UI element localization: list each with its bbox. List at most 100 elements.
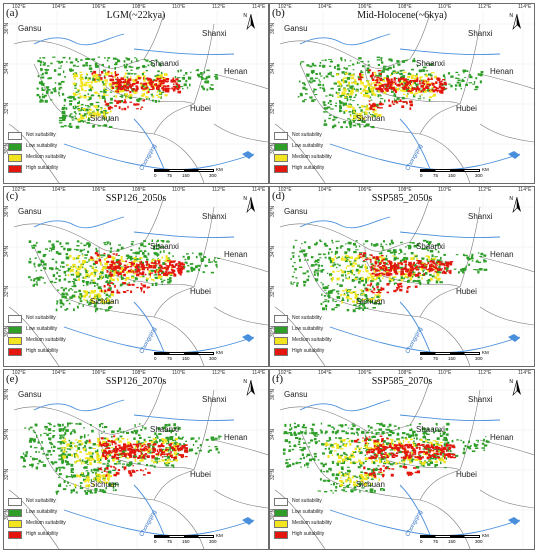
medium-suitability-patch [103,93,106,96]
low-suitability-patch [87,119,91,121]
river [33,33,125,46]
low-suitability-patch [67,281,71,283]
low-suitability-patch [326,286,329,289]
low-suitability-patch [82,447,85,450]
low-suitability-patch [284,423,287,427]
low-suitability-patch [108,309,110,312]
high-suitability-patch [147,445,150,447]
medium-suitability-patch [362,276,364,280]
medium-suitability-patch [140,458,144,462]
low-suitability-patch [37,264,41,267]
high-suitability-patch [107,447,110,449]
medium-suitability-patch [100,301,103,303]
low-suitability-patch [347,118,351,120]
province-boundary [153,469,195,501]
high-suitability-patch [99,443,101,446]
medium-suitability-patch [366,80,369,83]
legend-label: Low suitability [292,143,324,149]
low-suitability-patch [58,91,60,95]
low-suitability-patch [127,84,131,86]
low-suitability-patch [293,426,298,429]
low-suitability-patch [152,445,155,448]
medium-suitability-patch [376,277,378,280]
low-suitability-patch [415,83,419,86]
medium-suitability-patch [97,441,100,443]
high-suitability-patch [145,263,149,266]
low-suitability-patch [342,461,345,464]
low-suitability-patch [349,289,352,291]
longitude-label: 106°E [92,4,106,10]
high-suitability-patch [143,447,147,449]
low-suitability-patch [325,107,329,110]
high-suitability-patch [141,445,144,447]
low-suitability-patch [186,253,189,255]
medium-suitability-patch [345,105,349,107]
high-suitability-patch [419,80,421,83]
low-suitability-patch [99,424,101,428]
low-suitability-patch [70,474,73,476]
low-suitability-patch [364,301,368,303]
high-suitability-patch [110,290,115,294]
low-suitability-patch [84,254,88,256]
low-suitability-patch [326,111,328,113]
low-suitability-patch [313,99,317,101]
low-suitability-patch [87,472,90,475]
high-suitability-patch [140,264,143,267]
low-suitability-patch [202,271,205,274]
high-suitability-patch [140,260,142,263]
high-suitability-patch [171,457,175,459]
low-suitability-patch [129,257,133,261]
low-suitability-patch [58,466,62,469]
medium-suitability-patch [416,257,418,261]
province-label: Shanxi [468,29,493,38]
low-suitability-patch [437,243,441,246]
low-suitability-patch [336,296,341,299]
low-suitability-patch [131,241,134,243]
river [399,231,501,238]
low-suitability-patch [100,288,102,290]
low-suitability-patch [63,480,66,483]
low-suitability-patch [369,96,372,99]
medium-suitability-patch [340,269,343,271]
high-suitability-patch [391,86,395,89]
high-suitability-patch [402,273,405,275]
low-suitability-patch [314,94,318,96]
low-suitability-patch [126,257,128,260]
river [299,399,391,412]
medium-suitability-patch [119,90,123,93]
high-suitability-patch [177,264,182,267]
high-suitability-patch [390,78,393,81]
low-suitability-patch [408,435,411,438]
low-suitability-patch [352,124,357,127]
medium-suitability-patch [403,273,408,276]
medium-suitability-patch [112,259,115,261]
low-suitability-patch [143,59,146,61]
high-suitability-patch [404,266,407,269]
low-suitability-patch [74,455,76,458]
high-suitability-patch [178,270,183,274]
high-suitability-patch [165,270,168,274]
panel-label: (a) [6,7,19,19]
low-suitability-patch [300,62,302,65]
low-suitability-patch [155,284,158,286]
low-suitability-patch [347,466,350,468]
low-suitability-patch [140,455,143,459]
low-suitability-patch [322,84,325,87]
low-suitability-patch [117,460,121,463]
medium-suitability-patch [89,452,93,455]
low-suitability-patch [44,425,48,429]
high-suitability-patch [399,282,403,284]
medium-suitability-patch [69,269,74,272]
low-suitability-patch [115,61,117,64]
medium-suitability-patch [100,456,103,459]
low-suitability-patch [329,93,331,95]
low-suitability-patch [164,458,168,461]
low-suitability-patch [79,273,82,276]
high-suitability-patch [383,83,387,86]
medium-suitability-patch [169,460,174,462]
low-suitability-patch [94,491,97,494]
high-suitability-patch [413,267,417,270]
high-suitability-patch [372,256,376,259]
high-suitability-patch [117,85,121,88]
low-suitability-patch [208,445,210,448]
